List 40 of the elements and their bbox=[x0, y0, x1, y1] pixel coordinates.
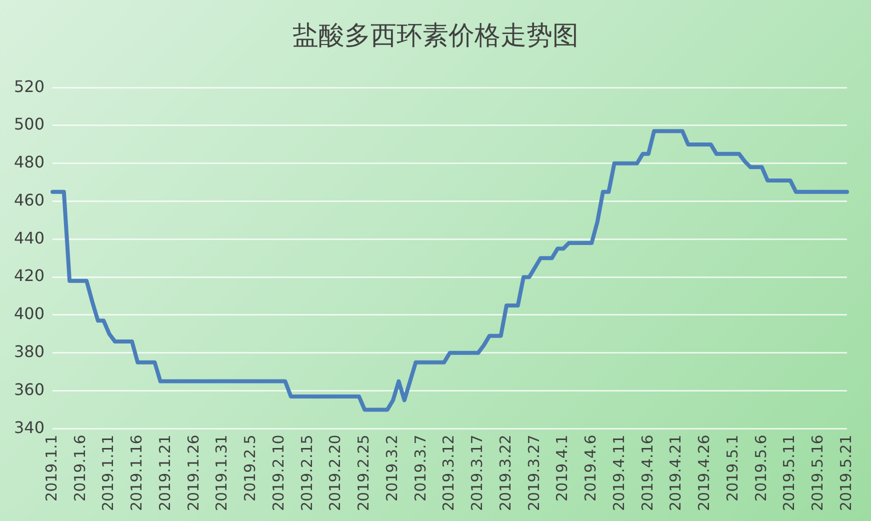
x-tick-label: 2019.4.1 bbox=[553, 434, 572, 502]
x-tick-label: 2019.3.22 bbox=[496, 434, 514, 512]
x-tick-label: 2019.5.1 bbox=[723, 434, 742, 502]
x-tick-label: 2019.5.21 bbox=[836, 434, 855, 512]
x-tick-label: 2019.4.6 bbox=[582, 434, 600, 502]
x-tick-label: 2019.1.21 bbox=[156, 434, 174, 512]
x-tick-label: 2019.1.16 bbox=[128, 434, 146, 512]
x-tick-label: 2019.2.15 bbox=[298, 434, 316, 512]
y-tick-label: 400 bbox=[14, 304, 45, 324]
x-tick-label: 2019.2.20 bbox=[326, 434, 344, 512]
x-tick-label: 2019.1.31 bbox=[212, 434, 231, 512]
x-tick-label: 2019.1.11 bbox=[99, 434, 118, 512]
y-tick-label: 440 bbox=[14, 228, 45, 248]
x-tick-label: 2019.1.1 bbox=[42, 434, 60, 502]
x-tick-label: 2019.4.11 bbox=[610, 434, 628, 512]
x-tick-label: 2019.3.27 bbox=[524, 434, 543, 512]
chart-title: 盐酸多西环素价格走势图 bbox=[292, 20, 580, 53]
x-tick-label: 2019.3.2 bbox=[382, 434, 401, 502]
x-tick-label: 2019.5.11 bbox=[780, 434, 798, 512]
x-tick-label: 2019.4.21 bbox=[666, 434, 685, 512]
x-tick-label: 2019.2.25 bbox=[354, 434, 373, 512]
x-tick-label: 2019.2.5 bbox=[241, 434, 260, 502]
y-tick-label: 360 bbox=[14, 380, 45, 399]
x-tick-label: 2019.1.26 bbox=[184, 434, 202, 512]
x-tick-label: 2019.3.7 bbox=[411, 434, 430, 502]
y-tick-label: 520 bbox=[14, 76, 45, 96]
x-tick-label: 2019.1.6 bbox=[70, 434, 89, 502]
y-tick-label: 340 bbox=[14, 418, 45, 437]
y-tick-label: 480 bbox=[14, 152, 45, 172]
y-tick-label: 380 bbox=[14, 342, 45, 362]
x-tick-label: 2019.3.12 bbox=[440, 434, 458, 512]
x-tick-label: 2019.4.26 bbox=[695, 434, 714, 512]
x-tick-label: 2019.3.17 bbox=[468, 434, 486, 512]
x-tick-label: 2019.5.6 bbox=[752, 434, 770, 502]
x-tick-label: 2019.5.16 bbox=[808, 434, 827, 512]
x-tick-label: 2019.2.10 bbox=[269, 434, 288, 512]
x-tick-label: 2019.4.16 bbox=[638, 434, 656, 512]
y-tick-label: 460 bbox=[14, 190, 45, 210]
y-tick-label: 420 bbox=[14, 266, 45, 286]
y-tick-label: 500 bbox=[14, 114, 45, 134]
